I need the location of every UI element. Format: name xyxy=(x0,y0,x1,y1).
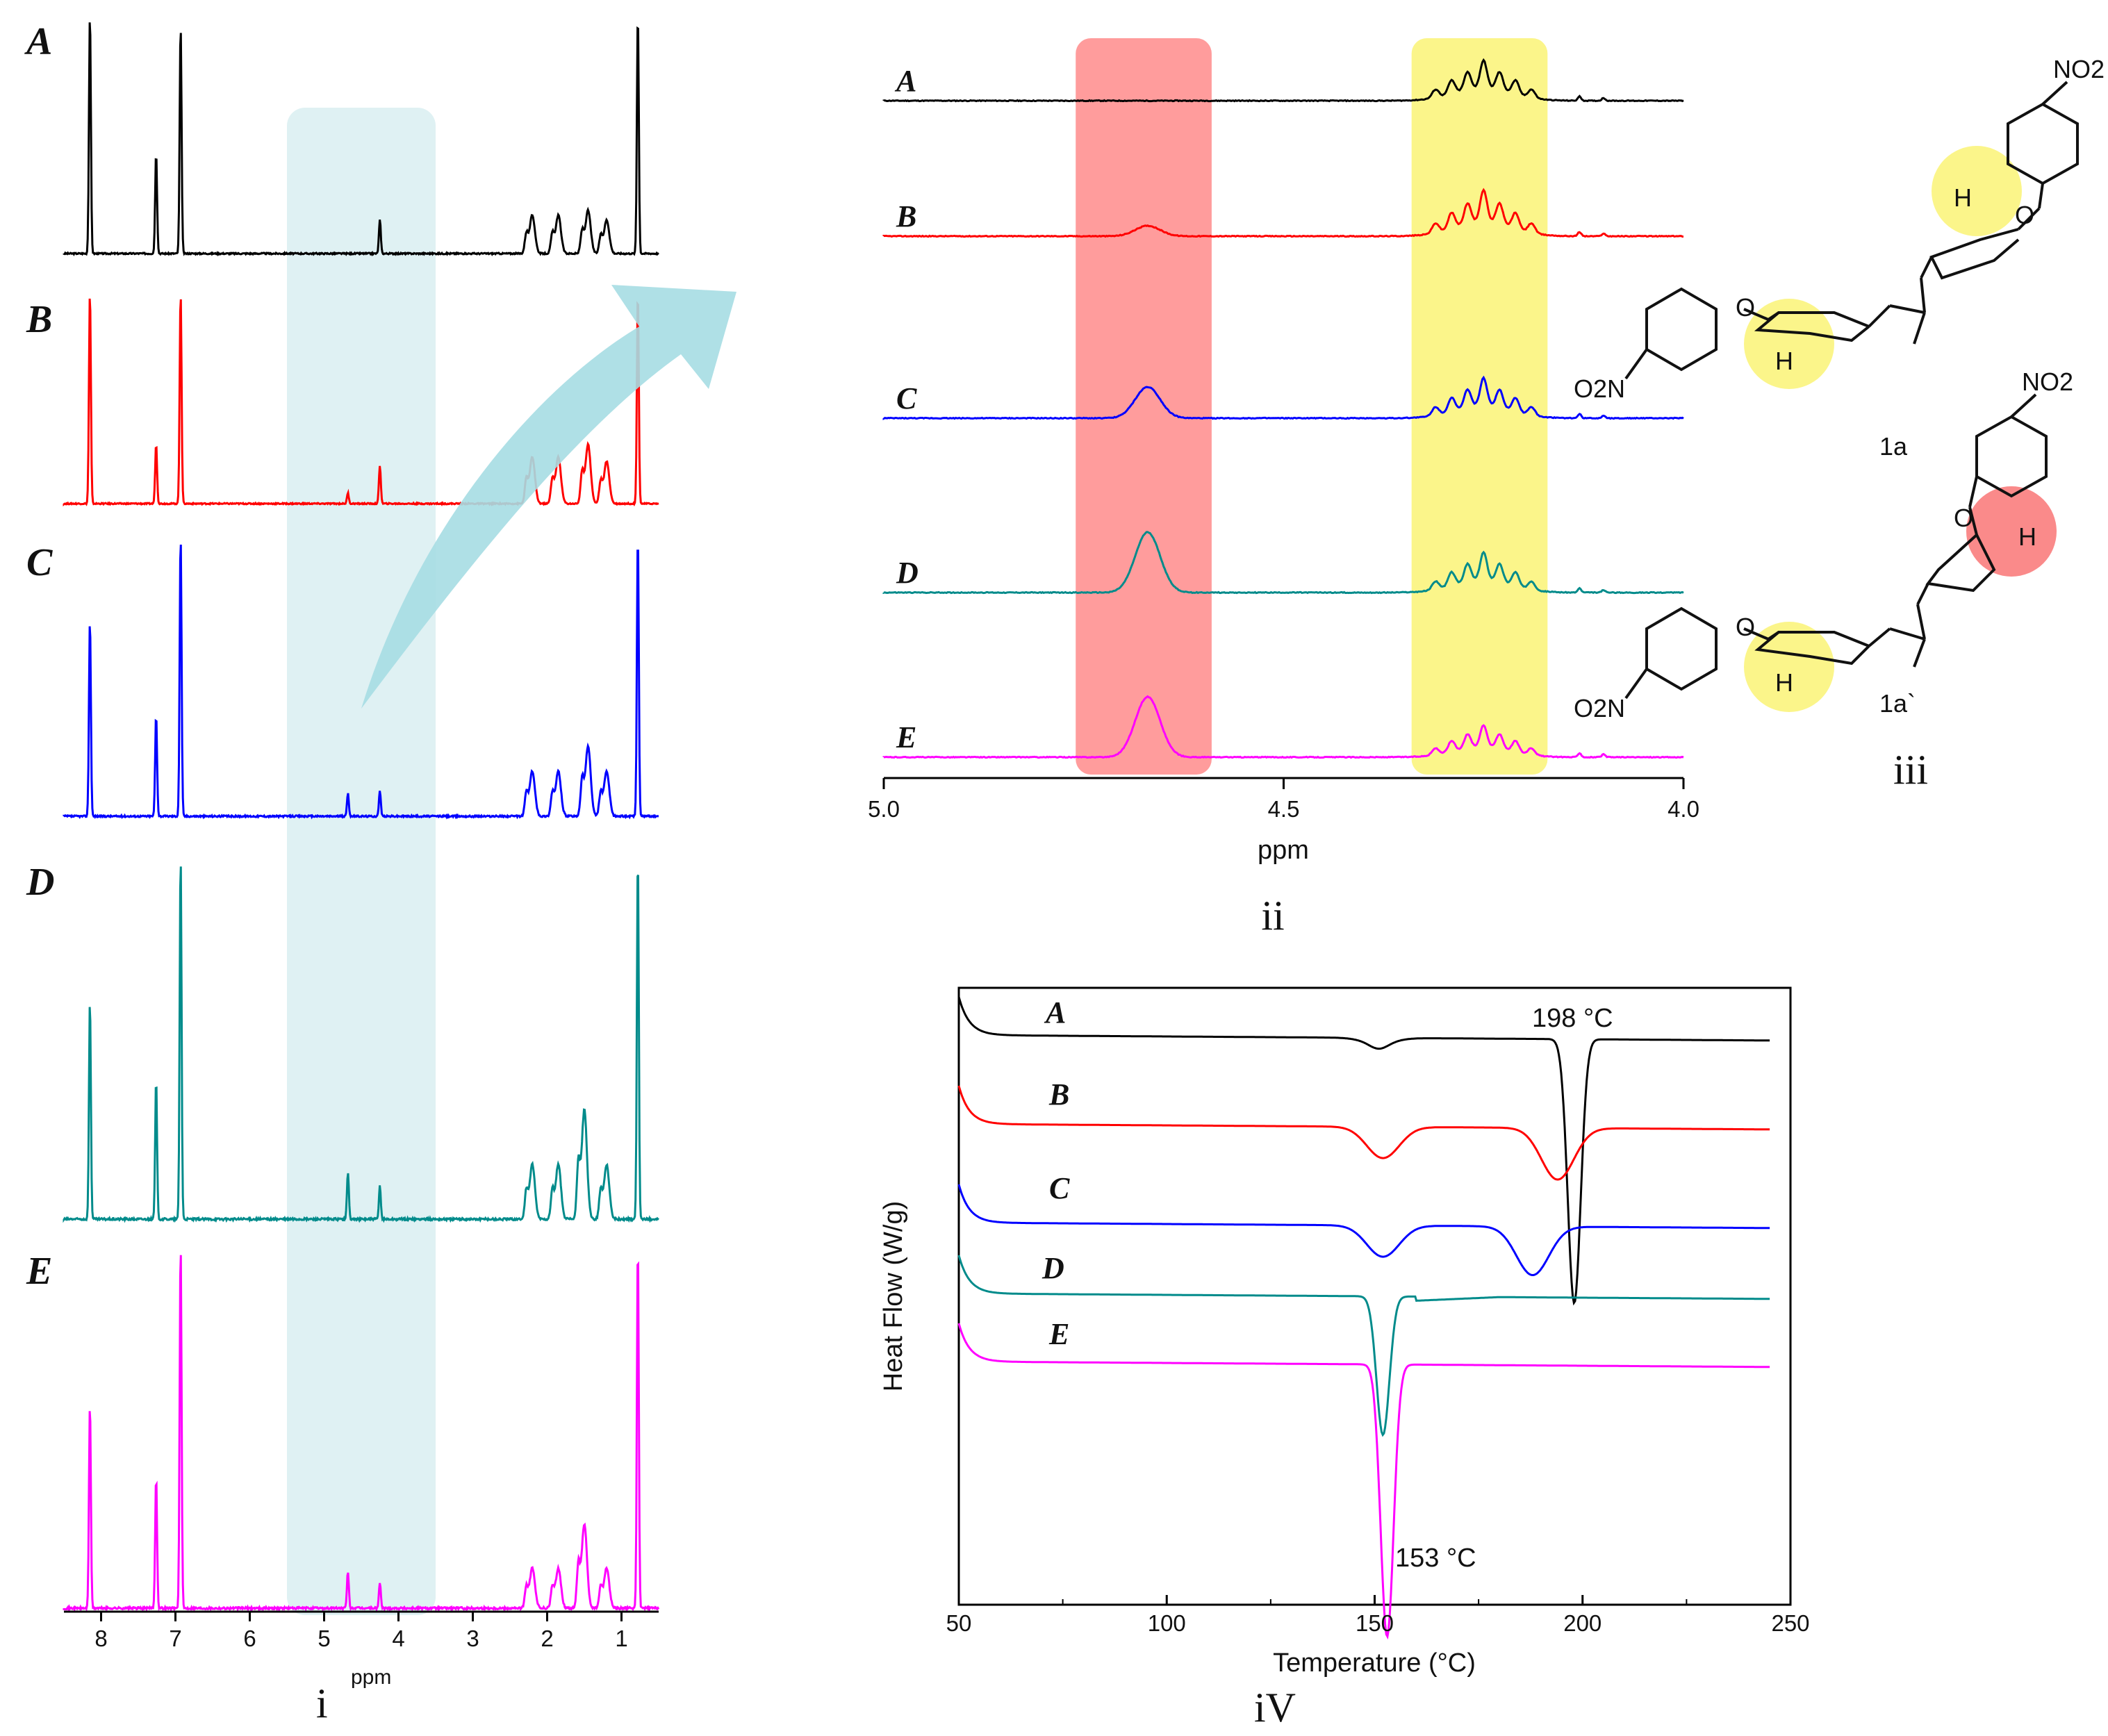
panel-i-trace-C xyxy=(63,544,659,820)
panel-ii-traces: A B C D E xyxy=(882,58,1684,759)
chem-h-4: H xyxy=(1775,668,1793,697)
panel-i-tick-label: 4 xyxy=(392,1626,404,1651)
panel-ii-trace-B xyxy=(882,188,1684,238)
panel-i-tick-label: 6 xyxy=(243,1626,256,1651)
cyclohexane-ring-icon-3 xyxy=(1925,534,1996,593)
panel-iv-label-E: E xyxy=(1048,1317,1069,1351)
panel-ii-tick-label: 4.0 xyxy=(1668,796,1699,822)
panel-ii-x-axis-title: ppm xyxy=(1258,836,1309,865)
panel-iv-y-axis-title: Heat Flow (W/g) xyxy=(879,1201,908,1391)
highlight-h-left-2 xyxy=(1744,622,1834,712)
panel-i-tick-label: 5 xyxy=(318,1626,330,1651)
panel-ii-label-E: E xyxy=(896,720,916,754)
chem-no2-2: NO2 xyxy=(2022,367,2073,396)
panel-i-highlight-region xyxy=(287,108,436,1615)
panel-iv-tick-label: 50 xyxy=(946,1610,972,1636)
structure-1a-prime xyxy=(1624,393,2057,712)
panel-iv-ticks: 50 100 150 200 250 xyxy=(946,1595,1810,1636)
panel-ii-tick-label: 4.5 xyxy=(1268,796,1300,822)
panel-i-tick-label: 2 xyxy=(541,1626,553,1651)
panel-ii-label-D: D xyxy=(896,556,919,590)
panel-iv-label: iV xyxy=(1254,1685,1296,1730)
chem-no2-1: NO2 xyxy=(2053,55,2105,83)
chem-h-2: H xyxy=(1775,347,1793,375)
benzene-ring-icon-3 xyxy=(1975,415,2048,498)
panel-ii-trace-D xyxy=(882,531,1684,595)
panel-i-tick-label: 8 xyxy=(94,1626,107,1651)
chem-o-3: O xyxy=(1954,504,1973,532)
panel-iv-trace-E xyxy=(957,1323,1770,1640)
panel-ii-ticks: 5.0 4.5 4.0 xyxy=(868,778,1699,822)
panel-iv-tick-label: 250 xyxy=(1771,1610,1809,1636)
panel-i-trace-D xyxy=(63,866,659,1223)
cyclohexane-ring-icon-4 xyxy=(1754,631,1870,666)
panel-iv-label-B: B xyxy=(1048,1077,1069,1111)
panel-ii-highlight-yellow xyxy=(1411,38,1548,775)
panel-i-traces: A B C D E xyxy=(24,20,660,1613)
panel-iv-tick-label: 100 xyxy=(1148,1610,1186,1636)
panel-iv-dsc: A B C DE 50 100 150 200 250 Temperature (°C) He… xyxy=(879,986,1810,1730)
panel-iv-trace-C xyxy=(957,1184,1770,1276)
chem-h-1: H xyxy=(1954,183,1972,212)
panel-iii-text: NO2 O2N O O H H 1a NO2 O2N O O H H 1a` i… xyxy=(1574,55,2105,793)
panel-i-label-C: C xyxy=(26,541,53,584)
chem-o-1: O xyxy=(2015,201,2034,229)
chem-label-1a: 1a xyxy=(1879,432,1908,461)
annotation-198: 198 °C xyxy=(1532,1004,1613,1033)
chem-label-1a-prime: 1a` xyxy=(1879,689,1916,718)
panel-i-axis-unit: ppm xyxy=(351,1666,391,1689)
panel-ii-label-C: C xyxy=(896,381,917,415)
panel-iv-trace-A xyxy=(957,996,1770,1306)
panel-i-tick-label: 7 xyxy=(169,1626,181,1651)
panel-iii-label: iii xyxy=(1893,747,1928,793)
cyclohexane-ring-icon-2 xyxy=(1754,311,1870,342)
panel-ii-label-B: B xyxy=(896,199,916,233)
cyclohexane-ring-icon xyxy=(1929,228,2020,280)
panel-iv-frame xyxy=(957,986,1792,1606)
panel-iv-label-C: C xyxy=(1049,1171,1070,1205)
zoom-arrow xyxy=(361,285,736,709)
panel-ii-nmr-zoom: A B C D E 5.0 4.5 4.0 ppm ii xyxy=(868,38,1699,939)
panel-ii-label-A: A xyxy=(894,64,916,98)
panel-i-label-D: D xyxy=(26,861,54,904)
chem-o-4: O xyxy=(1736,613,1755,641)
annotation-153: 153 °C xyxy=(1395,1544,1476,1573)
panel-iii-structures xyxy=(1624,81,2079,712)
panel-iv-traces: A B C DE xyxy=(957,995,1770,1640)
benzene-ring-icon xyxy=(2007,102,2079,185)
panel-iv-tick-label: 150 xyxy=(1356,1610,1394,1636)
chem-o-2: O xyxy=(1736,293,1755,322)
panel-ii-tick-label: 5.0 xyxy=(868,796,900,822)
panel-i-label-B: B xyxy=(26,298,52,341)
panel-ii-label: ii xyxy=(1261,893,1284,939)
panel-i-label: i xyxy=(316,1680,328,1726)
panel-i-nmr-stack: A B C D E 8 7 6 5 4 3 2 1 ppm i xyxy=(24,20,660,1726)
panel-iv-x-axis-title: Temperature (°C) xyxy=(1273,1648,1476,1678)
chem-o2n-1: O2N xyxy=(1574,374,1625,403)
panel-iv-label-A: A xyxy=(1044,995,1066,1030)
panel-ii-highlight-red xyxy=(1076,38,1212,775)
panel-ii-trace-C xyxy=(882,375,1684,420)
highlight-h-top xyxy=(1932,146,2022,236)
benzene-ring-icon-4 xyxy=(1645,606,1718,691)
chem-h-3: H xyxy=(2018,522,2036,551)
panel-ii-trace-A xyxy=(882,58,1684,103)
benzene-ring-icon-2 xyxy=(1645,287,1718,372)
panel-iv-label-D: D xyxy=(1041,1251,1064,1285)
panel-i-tick-label: 3 xyxy=(466,1626,479,1651)
panel-iv-trace-B xyxy=(957,1085,1770,1181)
panel-i-trace-A xyxy=(63,22,659,256)
panel-i-label-E: E xyxy=(26,1250,52,1293)
structure-1a xyxy=(1624,81,2079,389)
panel-i-label-A: A xyxy=(24,20,52,63)
panel-i-trace-E xyxy=(63,1255,660,1613)
chem-o2n-2: O2N xyxy=(1574,694,1625,722)
panel-iv-trace-D xyxy=(957,1255,1770,1437)
panel-iv-tick-label: 200 xyxy=(1563,1610,1601,1636)
panel-i-ticks: 8 7 6 5 4 3 2 1 xyxy=(94,1612,628,1651)
panel-i-tick-label: 1 xyxy=(615,1626,627,1651)
highlight-h-red xyxy=(1966,486,2057,577)
panel-ii-trace-E xyxy=(882,695,1684,759)
